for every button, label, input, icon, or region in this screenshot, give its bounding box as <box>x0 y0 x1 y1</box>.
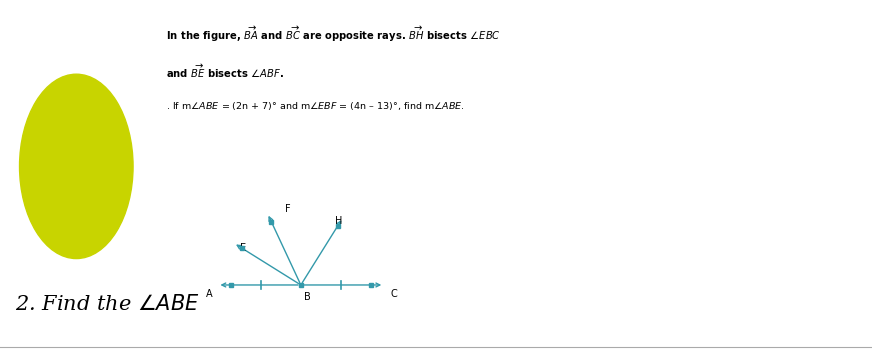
Text: B: B <box>303 292 310 302</box>
Text: E: E <box>240 243 246 253</box>
Text: In the figure, $\overrightarrow{BA}$ and $\overrightarrow{BC}$ are opposite rays: In the figure, $\overrightarrow{BA}$ and… <box>166 25 501 44</box>
Text: 2. Find the $\angle ABE$: 2. Find the $\angle ABE$ <box>15 295 200 314</box>
Text: C: C <box>391 289 397 299</box>
Text: and $\overrightarrow{BE}$ bisects $\angle ABF$.: and $\overrightarrow{BE}$ bisects $\angl… <box>166 62 283 80</box>
Text: F: F <box>284 204 290 214</box>
Circle shape <box>19 74 133 258</box>
Text: . If m$\angle ABE$ = (2n + 7)° and m$\angle EBF$ = (4n – 13)°, find m$\angle ABE: . If m$\angle ABE$ = (2n + 7)° and m$\an… <box>166 100 465 112</box>
Text: H: H <box>335 216 343 226</box>
Text: A: A <box>206 289 213 299</box>
